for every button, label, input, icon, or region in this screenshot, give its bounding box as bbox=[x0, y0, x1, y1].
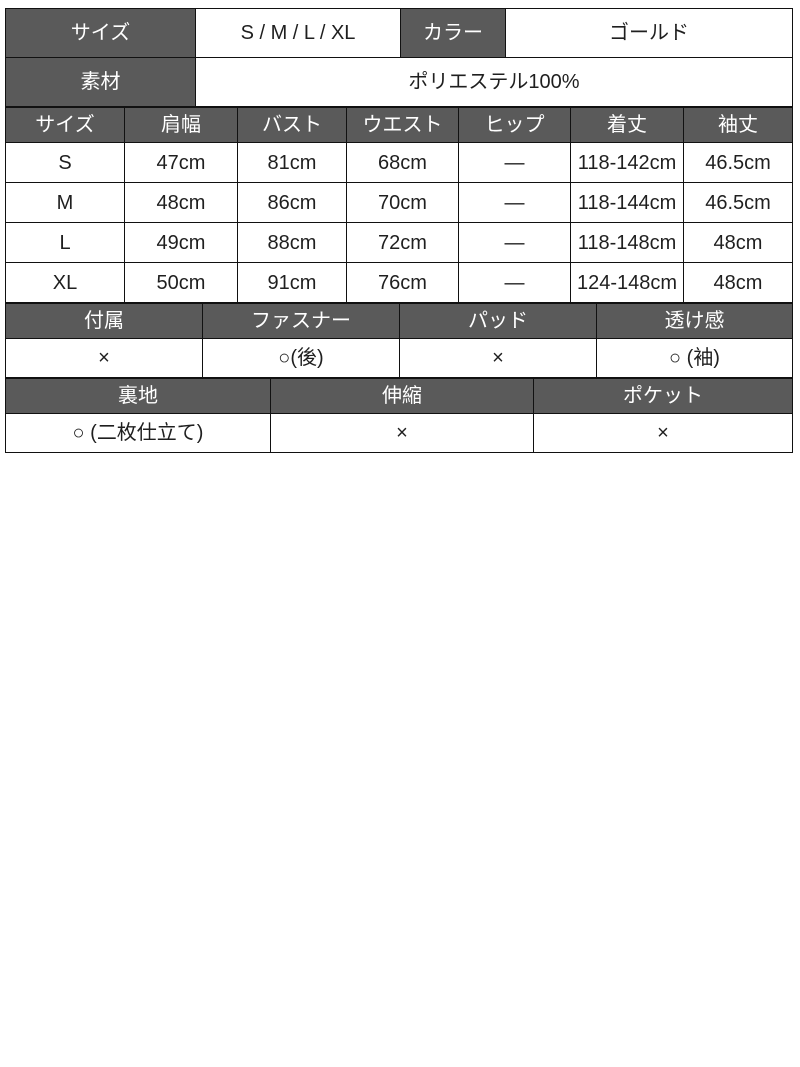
basic-info-table: サイズ S / M / L / XL カラー ゴールド 素材 ポリエステル100… bbox=[5, 8, 793, 107]
size-chart-col-length: 着丈 bbox=[570, 107, 684, 143]
attributes-top-header-row: 付属 ファスナー パッド 透け感 bbox=[5, 303, 793, 339]
attr-col-sheerness: 透け感 bbox=[596, 303, 793, 339]
attr-value-fastener: ○(後) bbox=[202, 338, 400, 378]
basic-label-color: カラー bbox=[400, 8, 506, 58]
size-chart-table: サイズ 肩幅 バスト ウエスト ヒップ 着丈 袖丈 S 47cm 81cm 68… bbox=[5, 107, 793, 303]
attr-col-accessory: 付属 bbox=[5, 303, 203, 339]
size-cell: 68cm bbox=[346, 142, 459, 183]
size-cell: 91cm bbox=[237, 262, 347, 303]
attr-value-pad: × bbox=[399, 338, 597, 378]
size-cell: 46.5cm bbox=[683, 142, 793, 183]
attr-col-pocket: ポケット bbox=[533, 378, 793, 414]
size-cell: 81cm bbox=[237, 142, 347, 183]
size-chart-col-sleeve: 袖丈 bbox=[683, 107, 793, 143]
size-cell: 86cm bbox=[237, 182, 347, 223]
table-row: 素材 ポリエステル100% bbox=[5, 57, 793, 107]
size-cell: S bbox=[5, 142, 125, 183]
size-cell: — bbox=[458, 262, 571, 303]
product-spec-sheet: サイズ S / M / L / XL カラー ゴールド 素材 ポリエステル100… bbox=[0, 0, 800, 453]
size-cell: 48cm bbox=[683, 262, 793, 303]
size-chart-col-bust: バスト bbox=[237, 107, 347, 143]
attr-col-stretch: 伸縮 bbox=[270, 378, 534, 414]
size-chart-header-row: サイズ 肩幅 バスト ウエスト ヒップ 着丈 袖丈 bbox=[5, 107, 793, 143]
attr-value-pocket: × bbox=[533, 413, 793, 453]
size-chart-col-shoulder: 肩幅 bbox=[124, 107, 238, 143]
table-row: S 47cm 81cm 68cm — 118-142cm 46.5cm bbox=[5, 142, 793, 183]
basic-label-size: サイズ bbox=[5, 8, 196, 58]
attributes-top-value-row: × ○(後) × ○ (袖) bbox=[5, 338, 793, 378]
attr-value-stretch: × bbox=[270, 413, 534, 453]
size-cell: 48cm bbox=[124, 182, 238, 223]
size-cell: 48cm bbox=[683, 222, 793, 263]
attr-value-accessory: × bbox=[5, 338, 203, 378]
attr-col-lining: 裏地 bbox=[5, 378, 271, 414]
size-cell: 118-144cm bbox=[570, 182, 684, 223]
size-cell: M bbox=[5, 182, 125, 223]
size-cell: 76cm bbox=[346, 262, 459, 303]
size-cell: L bbox=[5, 222, 125, 263]
attributes-bottom-value-row: ○ (二枚仕立て) × × bbox=[5, 413, 793, 453]
table-row: M 48cm 86cm 70cm — 118-144cm 46.5cm bbox=[5, 182, 793, 223]
table-row: L 49cm 88cm 72cm — 118-148cm 48cm bbox=[5, 222, 793, 263]
size-cell: 118-148cm bbox=[570, 222, 684, 263]
attr-col-fastener: ファスナー bbox=[202, 303, 400, 339]
basic-label-material: 素材 bbox=[5, 57, 196, 107]
size-chart-col-hip: ヒップ bbox=[458, 107, 571, 143]
attributes-table-top: 付属 ファスナー パッド 透け感 × ○(後) × ○ (袖) bbox=[5, 303, 793, 378]
size-cell: 46.5cm bbox=[683, 182, 793, 223]
basic-value-size: S / M / L / XL bbox=[195, 8, 401, 58]
size-cell: 124-148cm bbox=[570, 262, 684, 303]
size-cell: 88cm bbox=[237, 222, 347, 263]
attr-col-pad: パッド bbox=[399, 303, 597, 339]
size-chart-col-waist: ウエスト bbox=[346, 107, 459, 143]
size-cell: 50cm bbox=[124, 262, 238, 303]
size-cell: 70cm bbox=[346, 182, 459, 223]
size-cell: — bbox=[458, 182, 571, 223]
basic-value-material: ポリエステル100% bbox=[195, 57, 793, 107]
attr-value-sheerness: ○ (袖) bbox=[596, 338, 793, 378]
size-cell: 49cm bbox=[124, 222, 238, 263]
size-cell: — bbox=[458, 142, 571, 183]
basic-value-color: ゴールド bbox=[505, 8, 793, 58]
size-chart-col-size: サイズ bbox=[5, 107, 125, 143]
attr-value-lining: ○ (二枚仕立て) bbox=[5, 413, 271, 453]
size-cell: 72cm bbox=[346, 222, 459, 263]
attributes-table-bottom: 裏地 伸縮 ポケット ○ (二枚仕立て) × × bbox=[5, 378, 793, 453]
size-cell: XL bbox=[5, 262, 125, 303]
size-cell: 47cm bbox=[124, 142, 238, 183]
size-cell: 118-142cm bbox=[570, 142, 684, 183]
table-row: サイズ S / M / L / XL カラー ゴールド bbox=[5, 8, 793, 58]
table-row: XL 50cm 91cm 76cm — 124-148cm 48cm bbox=[5, 262, 793, 303]
attributes-bottom-header-row: 裏地 伸縮 ポケット bbox=[5, 378, 793, 414]
size-cell: — bbox=[458, 222, 571, 263]
